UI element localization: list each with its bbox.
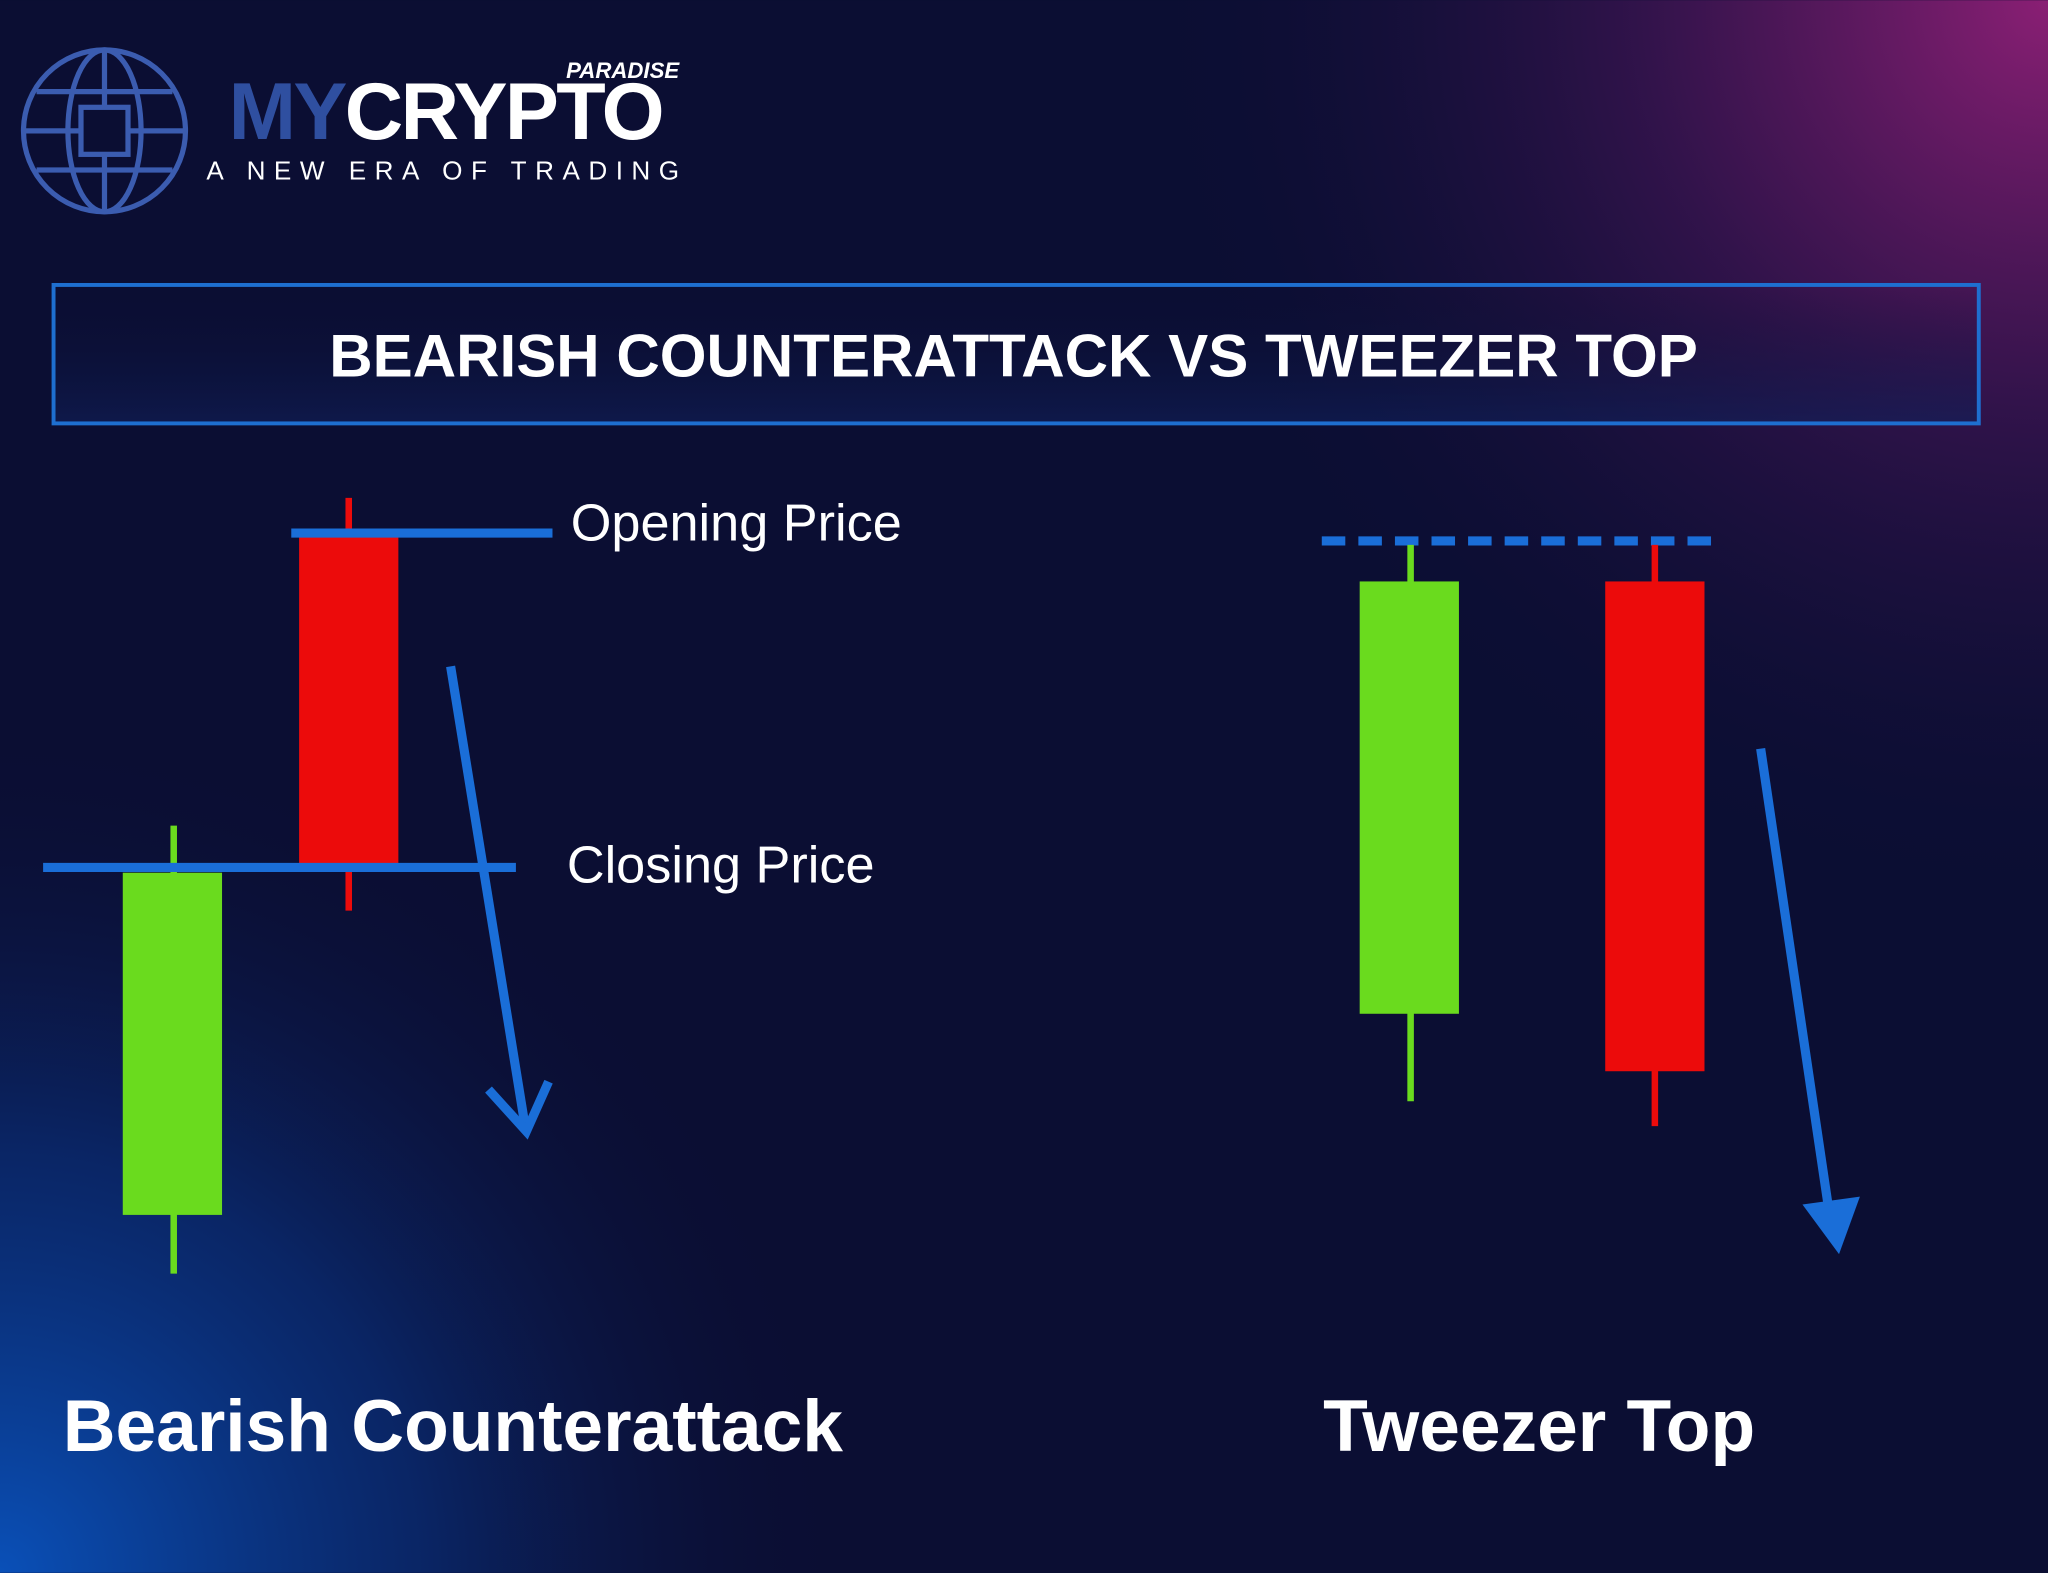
logo-my: MY: [229, 67, 347, 157]
candle-green: [122, 872, 223, 1215]
opening-label: Opening Price: [571, 494, 902, 552]
candle-red: [299, 535, 399, 865]
candle-green: [1359, 581, 1459, 1014]
title-box: [51, 282, 1981, 426]
logo-brand: MYCRYPTO: [229, 67, 663, 157]
caption: Bearish Counterattack: [63, 1386, 844, 1467]
logo-small: PARADISE: [566, 58, 680, 83]
candle-red: [1605, 581, 1705, 1072]
arrow: [1756, 747, 1860, 1255]
logo-crypto: CRYPTO: [345, 67, 662, 157]
logo-tagline: A NEW ERA OF TRADING: [206, 156, 687, 186]
arrow: [446, 665, 553, 1140]
logo-globe: [20, 47, 189, 215]
caption: Tweezer Top: [1323, 1386, 1755, 1467]
title: BEARISH COUNTERATTACK VS TWEEZER TOP: [329, 323, 1697, 390]
closing-label: Closing Price: [567, 837, 875, 895]
